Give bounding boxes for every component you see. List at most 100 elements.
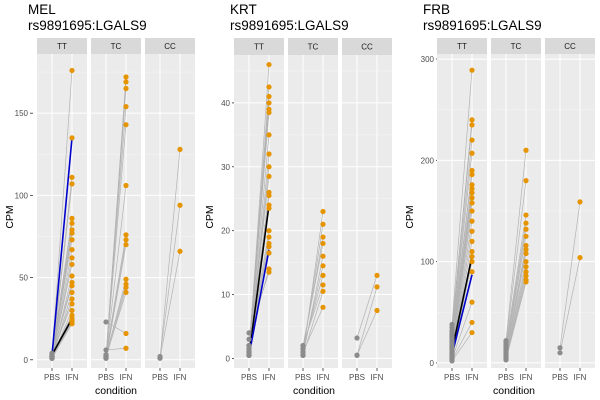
facet-strip-label-tt: TT: [457, 42, 467, 51]
data-point-ifn: [469, 218, 475, 224]
data-point-ifn: [374, 272, 380, 278]
data-point-ifn: [69, 255, 75, 261]
chart-krt-xtick-label: IFN: [317, 373, 330, 382]
data-point-pbs: [246, 330, 252, 336]
data-point-pbs: [300, 349, 306, 355]
chart-frb-xtick-label: PBS: [444, 373, 460, 382]
connector-line: [51, 285, 73, 355]
data-point-ifn: [523, 279, 529, 285]
data-point-pbs: [103, 353, 109, 360]
connector-line: [105, 347, 127, 351]
data-point-ifn: [577, 199, 583, 205]
chart-krt-xtick-label: PBS: [295, 373, 311, 382]
facet-strip: [145, 38, 195, 54]
facet-strip: [91, 38, 141, 54]
connector-line: [105, 321, 127, 334]
data-point-ifn: [123, 232, 129, 238]
data-point-ifn: [523, 269, 529, 275]
data-point-ifn: [523, 233, 529, 239]
chart-mel-xtick-label: IFN: [174, 373, 187, 382]
data-point-ifn: [69, 230, 75, 236]
connector-line: [505, 271, 527, 357]
data-point-ifn: [123, 284, 129, 291]
highlight-line-black: [451, 256, 473, 351]
data-point-pbs: [246, 336, 252, 342]
connector-line: [505, 253, 527, 354]
data-point-ifn: [69, 247, 75, 253]
facet-strip-label-tc: TC: [511, 42, 522, 51]
highlight-line-blue: [451, 274, 473, 356]
data-point-ifn: [177, 202, 183, 208]
data-point-ifn: [69, 289, 75, 295]
data-point-ifn: [469, 248, 475, 255]
chart-mel-ylabel: CPM: [4, 205, 16, 228]
data-point-ifn: [123, 276, 129, 282]
connector-line: [451, 332, 473, 362]
data-point-ifn: [469, 122, 475, 128]
chart-mel-xtick-label: PBS: [98, 373, 114, 382]
data-point-pbs: [103, 319, 109, 325]
data-point-ifn: [523, 226, 529, 232]
data-point-ifn: [469, 200, 475, 206]
connector-line: [302, 307, 324, 353]
data-point-ifn: [177, 146, 183, 152]
chart-krt: KRT rs9891695:LGALS9 CPM condition 0 10 20…: [204, 2, 392, 397]
data-point-pbs: [300, 343, 306, 349]
connector-line: [505, 261, 527, 355]
chart-frb-title: FRB: [423, 2, 450, 17]
data-point-ifn: [320, 234, 326, 240]
data-point-ifn: [523, 242, 529, 249]
chart-mel-plot: 0 50 100 150 TT PBS IFN TC PBS IFN CC PBS IFN: [15, 38, 195, 382]
data-point-ifn: [69, 215, 75, 221]
data-point-ifn: [266, 244, 272, 250]
connector-line: [505, 236, 527, 349]
data-point-ifn: [320, 253, 326, 259]
data-point-ifn: [123, 122, 129, 128]
facet-strip-label-tc: TC: [308, 43, 319, 52]
chart-krt-ytick-label: 40: [221, 99, 230, 108]
connector-line: [451, 210, 473, 349]
chart-krt-ytick-label: 10: [221, 291, 230, 300]
data-point-pbs: [503, 357, 509, 363]
data-point-ifn: [469, 150, 475, 156]
data-point-ifn: [69, 181, 75, 187]
data-point-pbs: [246, 349, 252, 355]
data-point-ifn: [123, 85, 129, 92]
data-point-ifn: [523, 212, 529, 218]
data-point-ifn: [69, 273, 75, 279]
data-point-ifn: [523, 147, 529, 153]
data-point-ifn: [523, 246, 529, 253]
chart-mel-title: MEL: [28, 2, 56, 17]
data-point-ifn: [69, 174, 75, 180]
chart-frb-ylabel: CPM: [404, 205, 416, 228]
connector-line: [105, 239, 127, 357]
connector-line: [105, 284, 127, 355]
connector-line: [505, 214, 527, 345]
connector-line: [505, 180, 527, 343]
connector-line: [451, 302, 473, 360]
data-point-pbs: [557, 345, 563, 351]
data-point-ifn: [69, 261, 75, 268]
data-point-ifn: [469, 186, 475, 192]
connector-line: [51, 183, 73, 359]
connector-line: [248, 195, 270, 346]
connector-line: [451, 322, 473, 361]
facet-panel: [145, 54, 195, 368]
data-point-ifn: [523, 178, 529, 184]
chart-krt-xlabel: condition: [293, 385, 335, 397]
connector-line: [505, 150, 527, 341]
chart-frb: FRB rs9891695:LGALS9 CPM condition 0 100 2…: [404, 2, 595, 397]
data-point-ifn: [266, 250, 272, 256]
chart-mel-xlabel: condition: [95, 385, 137, 397]
connector-line: [159, 251, 181, 359]
data-point-ifn: [469, 228, 475, 234]
chart-krt-ytick-label: 0: [226, 354, 231, 363]
data-point-pbs: [246, 343, 252, 349]
highlight-line-blue: [51, 137, 73, 355]
connector-line: [51, 323, 73, 359]
data-point-ifn: [469, 329, 475, 336]
data-point-ifn: [69, 135, 75, 141]
connector-line: [302, 243, 324, 346]
data-point-pbs: [49, 355, 55, 361]
connector-line: [451, 153, 473, 335]
